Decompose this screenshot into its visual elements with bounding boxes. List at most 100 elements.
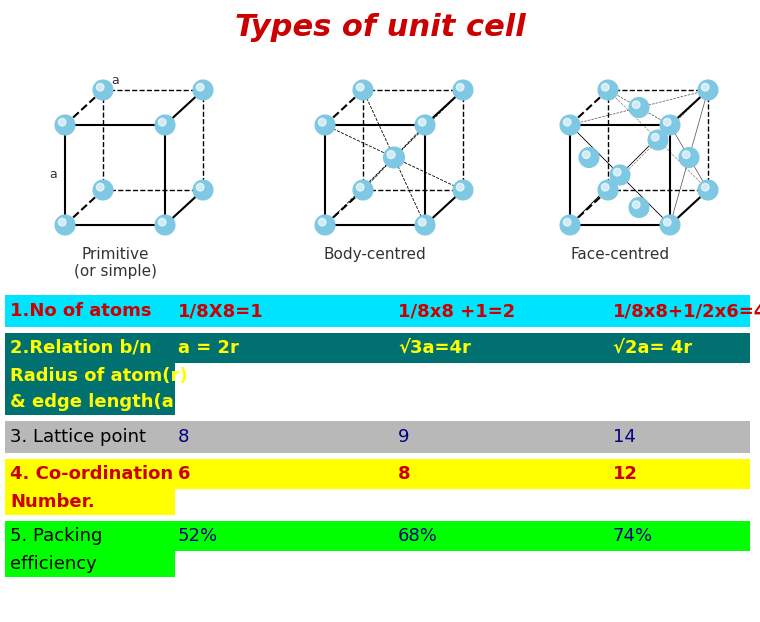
Circle shape [598, 80, 618, 100]
Circle shape [318, 118, 326, 126]
Circle shape [679, 147, 699, 167]
Text: & edge length(a: & edge length(a [10, 393, 174, 411]
Text: 5. Packing: 5. Packing [10, 527, 103, 545]
Text: 74%: 74% [613, 527, 653, 545]
Circle shape [698, 80, 718, 100]
Text: 14: 14 [613, 428, 636, 446]
Circle shape [97, 83, 104, 91]
Circle shape [560, 115, 580, 135]
Circle shape [59, 118, 66, 126]
Circle shape [563, 118, 571, 126]
Circle shape [560, 215, 580, 235]
Circle shape [55, 115, 75, 135]
Circle shape [663, 218, 671, 226]
Bar [5, 421, 750, 453]
Circle shape [457, 183, 464, 191]
Circle shape [457, 83, 464, 91]
Bar [5, 489, 175, 515]
Circle shape [353, 180, 373, 200]
Circle shape [315, 115, 335, 135]
Text: Number.: Number. [10, 493, 95, 511]
Circle shape [453, 180, 473, 200]
Text: Primitive: Primitive [81, 247, 149, 262]
Text: 1/8x8 +1=2: 1/8x8 +1=2 [398, 302, 515, 320]
Bar [5, 521, 750, 551]
Circle shape [651, 133, 659, 141]
Circle shape [356, 183, 364, 191]
Circle shape [563, 218, 571, 226]
Circle shape [93, 80, 113, 100]
Text: 1.No of atoms: 1.No of atoms [10, 302, 151, 320]
Circle shape [582, 151, 590, 159]
Text: 52%: 52% [178, 527, 218, 545]
Text: Face-centred: Face-centred [571, 247, 670, 262]
Circle shape [701, 183, 709, 191]
Bar [5, 333, 750, 363]
Text: √2a= 4r: √2a= 4r [613, 339, 692, 357]
Circle shape [193, 180, 213, 200]
Circle shape [59, 218, 66, 226]
Circle shape [196, 183, 204, 191]
Text: √3a=4r: √3a=4r [398, 339, 471, 357]
Circle shape [158, 218, 166, 226]
Text: (or simple): (or simple) [74, 264, 157, 279]
Circle shape [698, 180, 718, 200]
Text: efficiency: efficiency [10, 555, 97, 573]
Text: 9: 9 [398, 428, 410, 446]
Circle shape [97, 183, 104, 191]
Circle shape [610, 165, 630, 185]
Text: 1/8X8=1: 1/8X8=1 [178, 302, 264, 320]
Text: 1/8x8+1/2x6=4: 1/8x8+1/2x6=4 [613, 302, 760, 320]
Text: 68%: 68% [398, 527, 438, 545]
Text: 2.Relation b/n: 2.Relation b/n [10, 339, 152, 357]
Text: 6: 6 [178, 465, 191, 483]
Bar [5, 551, 175, 577]
Circle shape [682, 151, 690, 159]
Circle shape [193, 80, 213, 100]
Bar [5, 459, 750, 489]
Circle shape [613, 169, 621, 176]
Circle shape [660, 115, 680, 135]
Circle shape [453, 80, 473, 100]
Text: Radius of atom(r): Radius of atom(r) [10, 367, 188, 385]
Text: 8: 8 [398, 465, 410, 483]
Circle shape [315, 215, 335, 235]
Circle shape [701, 83, 709, 91]
Text: Body-centred: Body-centred [324, 247, 426, 262]
Circle shape [601, 183, 609, 191]
Circle shape [415, 215, 435, 235]
Circle shape [419, 118, 426, 126]
Circle shape [419, 218, 426, 226]
Circle shape [598, 180, 618, 200]
Circle shape [155, 215, 175, 235]
Text: 8: 8 [178, 428, 189, 446]
Text: a: a [111, 74, 119, 87]
Circle shape [601, 83, 609, 91]
Circle shape [93, 180, 113, 200]
Text: 3. Lattice point: 3. Lattice point [10, 428, 146, 446]
Circle shape [384, 147, 404, 168]
Circle shape [632, 201, 640, 208]
Circle shape [353, 80, 373, 100]
Circle shape [55, 215, 75, 235]
Circle shape [629, 198, 649, 218]
Circle shape [663, 118, 671, 126]
Circle shape [415, 115, 435, 135]
Text: 4. Co-ordination: 4. Co-ordination [10, 465, 173, 483]
Circle shape [158, 118, 166, 126]
Bar [5, 295, 750, 327]
Circle shape [660, 215, 680, 235]
Circle shape [579, 147, 599, 167]
Bar [5, 389, 175, 415]
Circle shape [318, 218, 326, 226]
Circle shape [155, 115, 175, 135]
Circle shape [629, 98, 649, 118]
Circle shape [196, 83, 204, 91]
Text: a = 2r: a = 2r [178, 339, 239, 357]
Bar [5, 363, 175, 389]
Text: Types of unit cell: Types of unit cell [235, 14, 525, 42]
Circle shape [387, 151, 395, 159]
Text: a: a [49, 169, 57, 182]
Text: 12: 12 [613, 465, 638, 483]
Circle shape [632, 101, 640, 108]
